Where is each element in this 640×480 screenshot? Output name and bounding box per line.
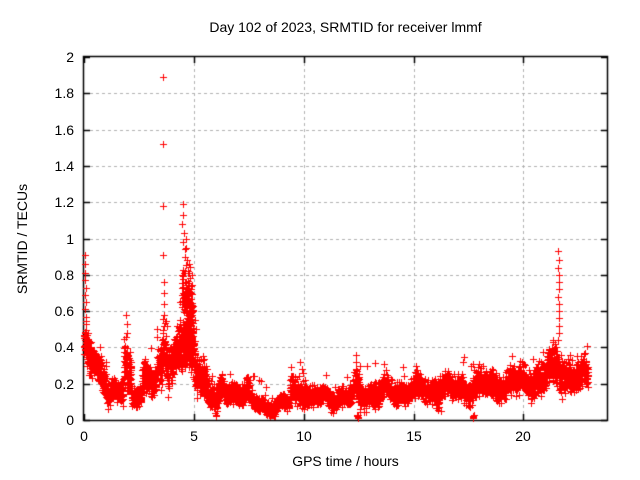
x-tick-label: 10 (296, 428, 312, 444)
x-tick-label: 20 (515, 428, 531, 444)
y-tick-label: 1.2 (54, 194, 74, 210)
y-tick-label: 0.8 (54, 267, 74, 283)
y-tick-label: 0 (66, 412, 74, 428)
y-tick-label: 0.6 (54, 303, 74, 319)
y-tick-label: 0.2 (54, 376, 74, 392)
y-tick-label: 1.6 (54, 122, 74, 138)
x-axis-label: GPS time / hours (292, 453, 399, 469)
x-tick-label: 15 (406, 428, 422, 444)
x-tick-label: 5 (190, 428, 198, 444)
y-tick-label: 1.4 (54, 158, 74, 174)
y-tick-label: 1 (66, 231, 74, 247)
y-tick-label: 1.8 (54, 85, 74, 101)
chart-title: Day 102 of 2023, SRMTID for receiver lmm… (209, 19, 482, 35)
y-tick-label: 2 (66, 49, 74, 65)
y-tick-label: 0.4 (54, 339, 74, 355)
x-tick-label: 0 (80, 428, 88, 444)
